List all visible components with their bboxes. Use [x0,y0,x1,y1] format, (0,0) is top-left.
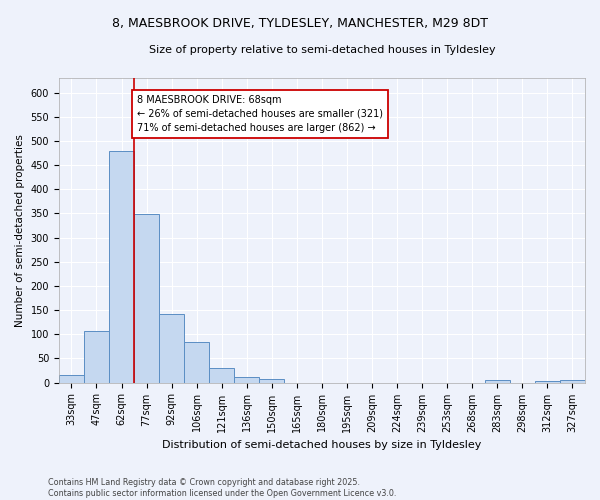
Bar [560,380,585,382]
Text: Contains HM Land Registry data © Crown copyright and database right 2025.
Contai: Contains HM Land Registry data © Crown c… [48,478,397,498]
Bar [234,378,259,382]
Bar [84,332,109,382]
Title: Size of property relative to semi-detached houses in Tyldesley: Size of property relative to semi-detach… [149,45,495,55]
Bar [59,376,84,382]
Bar [535,380,560,382]
Bar [184,342,209,382]
Y-axis label: Number of semi-detached properties: Number of semi-detached properties [15,134,25,326]
Bar [485,380,510,382]
Bar [209,368,234,382]
Text: 8, MAESBROOK DRIVE, TYLDESLEY, MANCHESTER, M29 8DT: 8, MAESBROOK DRIVE, TYLDESLEY, MANCHESTE… [112,18,488,30]
X-axis label: Distribution of semi-detached houses by size in Tyldesley: Distribution of semi-detached houses by … [162,440,482,450]
Text: 8 MAESBROOK DRIVE: 68sqm
← 26% of semi-detached houses are smaller (321)
71% of : 8 MAESBROOK DRIVE: 68sqm ← 26% of semi-d… [137,95,383,133]
Bar [259,379,284,382]
Bar [159,314,184,382]
Bar [109,150,134,382]
Bar [134,214,159,382]
